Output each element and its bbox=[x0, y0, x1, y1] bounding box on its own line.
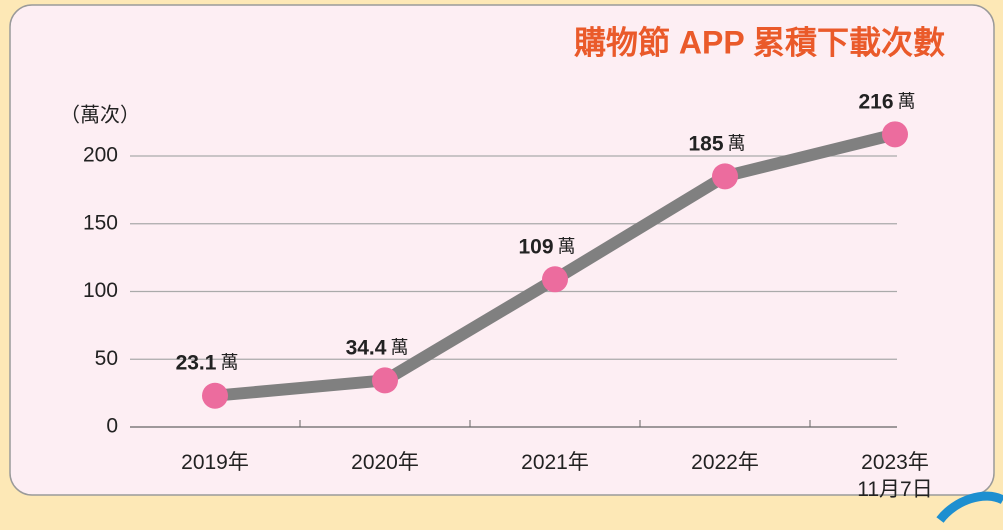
x-tick-label-line: 11月7日 bbox=[857, 478, 932, 501]
value-label: 23.1 bbox=[176, 351, 217, 374]
y-axis-label: （萬次） bbox=[60, 103, 140, 126]
marker bbox=[202, 383, 228, 409]
y-tick-label: 200 bbox=[83, 144, 118, 167]
value-unit: 萬 bbox=[390, 337, 408, 357]
x-tick-label-line: 2022年 bbox=[691, 451, 759, 474]
x-tick-label: 2021年 bbox=[521, 451, 589, 474]
x-tick-label-line: 2020年 bbox=[351, 451, 419, 474]
value-unit: 萬 bbox=[898, 91, 916, 111]
value-label: 216 bbox=[858, 90, 893, 113]
marker bbox=[542, 266, 568, 292]
y-tick-label: 50 bbox=[95, 347, 118, 370]
value-label: 109 bbox=[518, 235, 553, 258]
marker bbox=[882, 121, 908, 147]
chart: 購物節 APP 累積下載次數 （萬次） 0 50 100 150 200 2019年 202… bbox=[0, 0, 1003, 525]
x-tick-label: 2019年 bbox=[181, 451, 249, 474]
chart-title: 購物節 APP 累積下載次數 bbox=[574, 24, 945, 60]
y-tick-label: 150 bbox=[83, 211, 118, 234]
marker bbox=[372, 367, 398, 393]
x-tick-label: 2020年 bbox=[351, 451, 419, 474]
x-tick-label: 2022年 bbox=[691, 451, 759, 474]
value-label: 34.4 bbox=[346, 336, 387, 359]
value-unit: 萬 bbox=[558, 236, 576, 256]
y-tick-label: 0 bbox=[106, 415, 118, 438]
decoration bbox=[940, 496, 1003, 520]
y-tick-label: 100 bbox=[83, 279, 118, 302]
panel bbox=[10, 5, 994, 495]
value-label: 185 bbox=[688, 132, 723, 155]
value-unit: 萬 bbox=[728, 133, 746, 153]
value-unit: 萬 bbox=[220, 352, 238, 372]
x-tick-label-line: 2021年 bbox=[521, 451, 589, 474]
x-tick-label-line: 2023年 bbox=[861, 451, 929, 474]
marker bbox=[712, 163, 738, 189]
x-tick-label-line: 2019年 bbox=[181, 451, 249, 474]
page: 購物節 APP 累積下載次數 （萬次） 0 50 100 150 200 2019年 202… bbox=[0, 0, 1003, 525]
